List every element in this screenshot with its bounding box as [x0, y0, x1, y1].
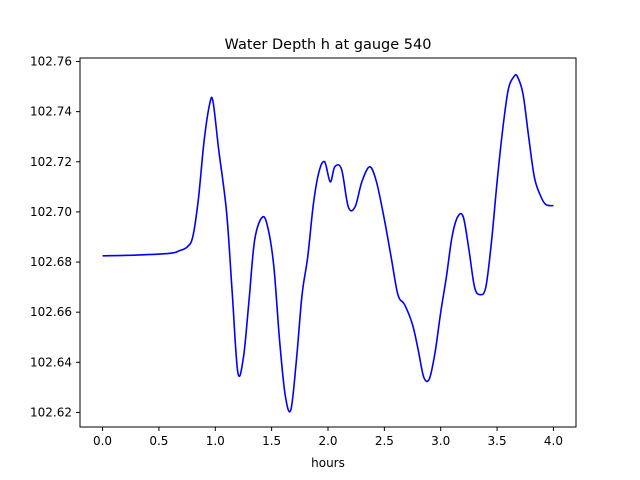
- x-tick-label: 0.0: [93, 434, 112, 448]
- y-tick-label: 102.68: [30, 255, 72, 269]
- x-tick-label: 2.0: [318, 434, 337, 448]
- y-tick-label: 102.62: [30, 405, 72, 419]
- y-axis: 102.62 102.64 102.66 102.68 102.70 102.72 102.…: [30, 55, 80, 419]
- plot-area: [102, 73, 554, 413]
- y-tick-label: 102.64: [30, 355, 72, 369]
- plot-frame: [79, 57, 577, 428]
- x-tick-label: 1.5: [262, 434, 281, 448]
- y-tick-label: 102.66: [30, 305, 72, 319]
- x-tick-label: 0.5: [149, 434, 168, 448]
- series-line: [102, 73, 554, 413]
- y-tick-label: 102.74: [30, 105, 72, 119]
- x-tick-label: 3.0: [431, 434, 450, 448]
- x-axis: 0.0 0.5 1.0 1.5 2.0 2.5 3.0 3.5 4.0: [93, 427, 563, 448]
- x-tick-label: 4.0: [544, 434, 563, 448]
- y-tick-label: 102.76: [30, 55, 72, 69]
- x-axis-label: hours: [311, 456, 345, 470]
- x-tick-label: 1.0: [206, 434, 225, 448]
- y-tick-label: 102.70: [30, 205, 72, 219]
- x-tick-label: 2.5: [375, 434, 394, 448]
- x-tick-label: 3.5: [488, 434, 507, 448]
- y-tick-label: 102.72: [30, 155, 72, 169]
- chart-title: Water Depth h at gauge 540: [225, 37, 432, 53]
